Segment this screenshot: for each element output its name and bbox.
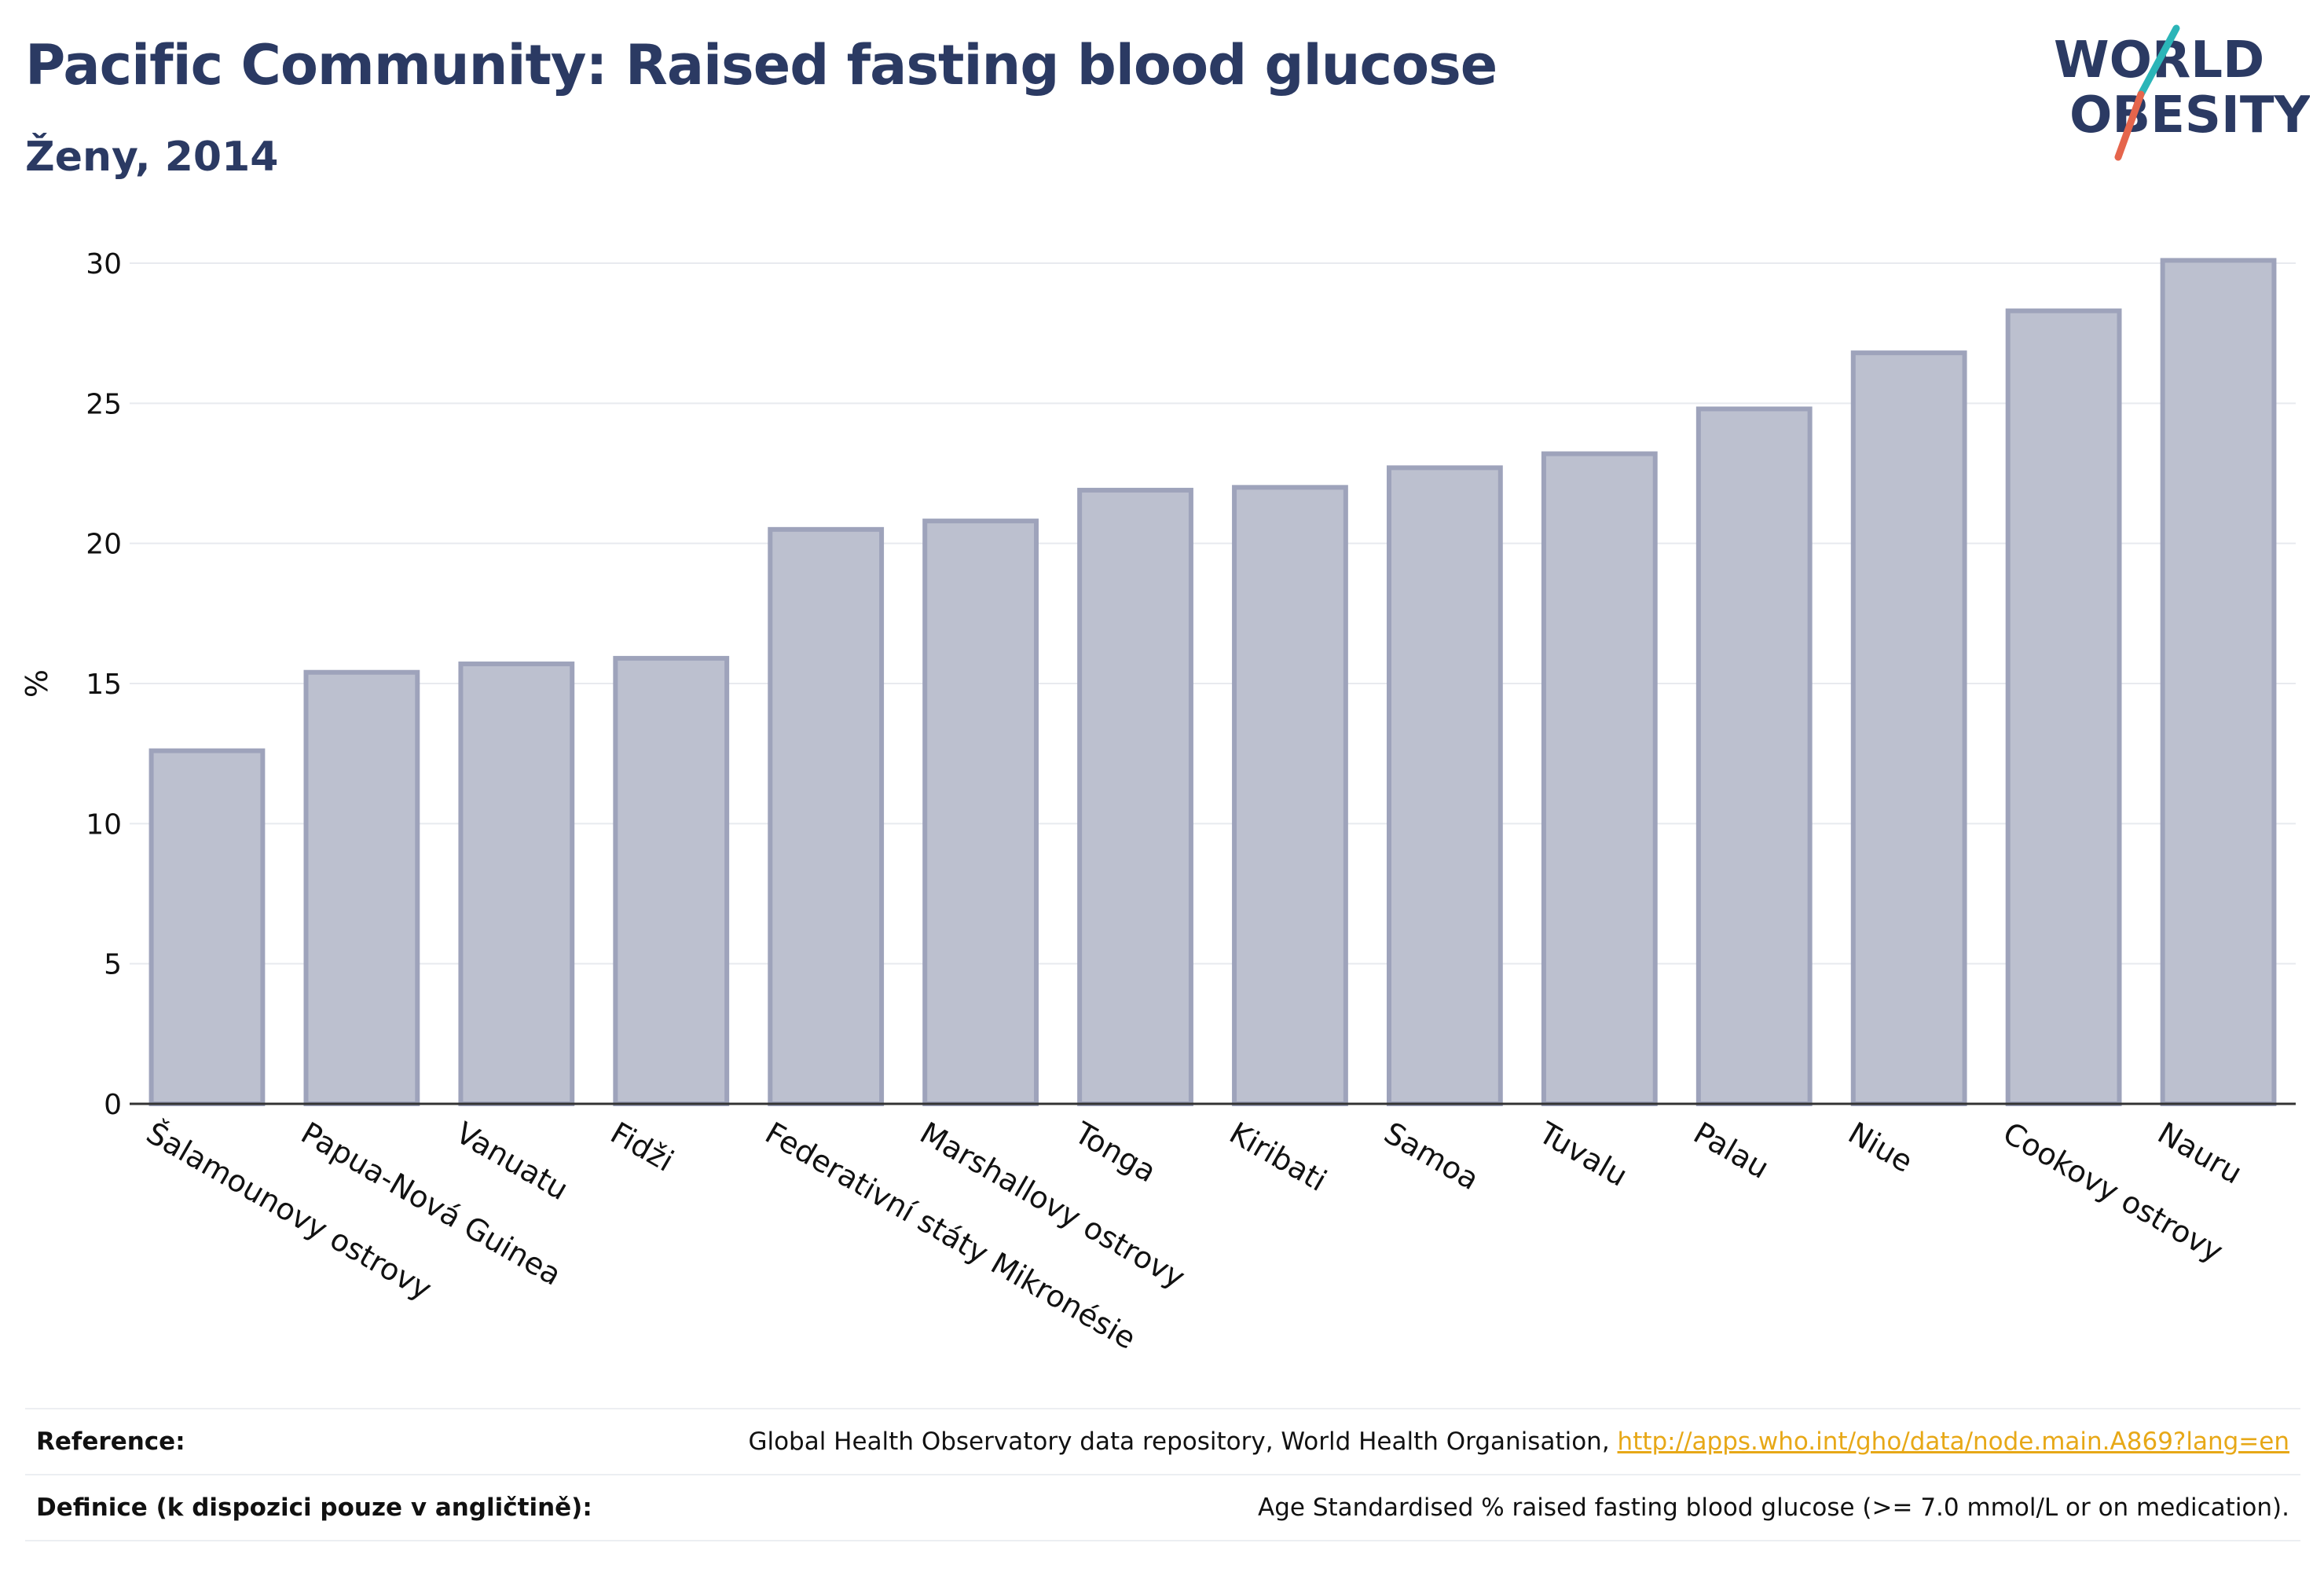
bar bbox=[613, 655, 730, 1106]
y-tick-label: 15 bbox=[86, 669, 122, 701]
x-tick-label: Samoa bbox=[1378, 1116, 1484, 1197]
bars bbox=[148, 258, 2277, 1106]
definition-label: Definice (k dispozici pouze v angličtině… bbox=[36, 1494, 592, 1522]
x-tick-label: Tuvalu bbox=[1532, 1115, 1633, 1193]
logo-line-2: OBESITY bbox=[2069, 86, 2310, 145]
x-tick-label: Nauru bbox=[2152, 1116, 2248, 1191]
y-tick-labels: 0 5 10 15 20 25 30 bbox=[86, 248, 122, 1121]
reference-row: Reference: Global Health Observatory dat… bbox=[25, 1408, 2300, 1474]
y-tick-label: 5 bbox=[104, 949, 122, 981]
definition-text: Age Standardised % raised fasting blood … bbox=[1258, 1494, 2289, 1522]
reference-label: Reference: bbox=[36, 1428, 185, 1456]
y-tick-label: 30 bbox=[86, 248, 122, 280]
y-tick-label: 10 bbox=[86, 808, 122, 841]
x-tick-label: Papua-Nová Guinea bbox=[295, 1116, 567, 1292]
bar bbox=[2005, 308, 2122, 1106]
chart-subtitle: Ženy, 2014 bbox=[25, 134, 279, 181]
bar bbox=[1850, 350, 1967, 1106]
bar bbox=[1077, 487, 1193, 1106]
x-tick-label: Palau bbox=[1688, 1116, 1775, 1186]
bar bbox=[1541, 451, 1658, 1106]
bar bbox=[303, 669, 420, 1106]
reference-table: Reference: Global Health Observatory dat… bbox=[25, 1408, 2300, 1541]
bar bbox=[458, 662, 575, 1106]
reference-value: Global Health Observatory data repositor… bbox=[748, 1428, 2289, 1456]
y-axis-label: % bbox=[20, 669, 54, 698]
grid-lines bbox=[130, 262, 2296, 965]
x-tick-label: Niue bbox=[1842, 1116, 1919, 1179]
x-tick-label: Šalamounovy ostrovy bbox=[141, 1116, 438, 1307]
bar bbox=[148, 748, 266, 1106]
bar bbox=[768, 526, 885, 1106]
y-tick-label: 20 bbox=[86, 529, 122, 561]
bar bbox=[1695, 406, 1813, 1106]
bar bbox=[1232, 485, 1348, 1106]
bar bbox=[2160, 258, 2277, 1106]
chart-title: Pacific Community: Raised fasting blood … bbox=[25, 33, 1497, 97]
y-tick-label: 25 bbox=[86, 388, 122, 420]
x-tick-label: Tonga bbox=[1069, 1115, 1162, 1189]
reference-link[interactable]: http://apps.who.int/gho/data/node.main.A… bbox=[1617, 1428, 2289, 1456]
bar bbox=[922, 519, 1039, 1106]
x-tick-label: Marshallovy ostrovy bbox=[915, 1116, 1191, 1296]
bar-chart: 0 5 10 15 20 25 30 Šalamounovy ostrovyPapua-No… bbox=[20, 248, 2296, 1356]
x-tick-label: Fidži bbox=[605, 1116, 680, 1178]
reference-text: Global Health Observatory data repositor… bbox=[748, 1428, 1618, 1456]
bar bbox=[1386, 465, 1503, 1106]
x-tick-label: Kiribati bbox=[1223, 1116, 1332, 1198]
world-obesity-logo: WORLD OBESITY bbox=[2054, 24, 2310, 161]
y-tick-label: 0 bbox=[104, 1089, 122, 1121]
x-tick-label: Vanuatu bbox=[450, 1116, 574, 1207]
definition-row: Definice (k dispozici pouze v angličtině… bbox=[25, 1474, 2300, 1541]
